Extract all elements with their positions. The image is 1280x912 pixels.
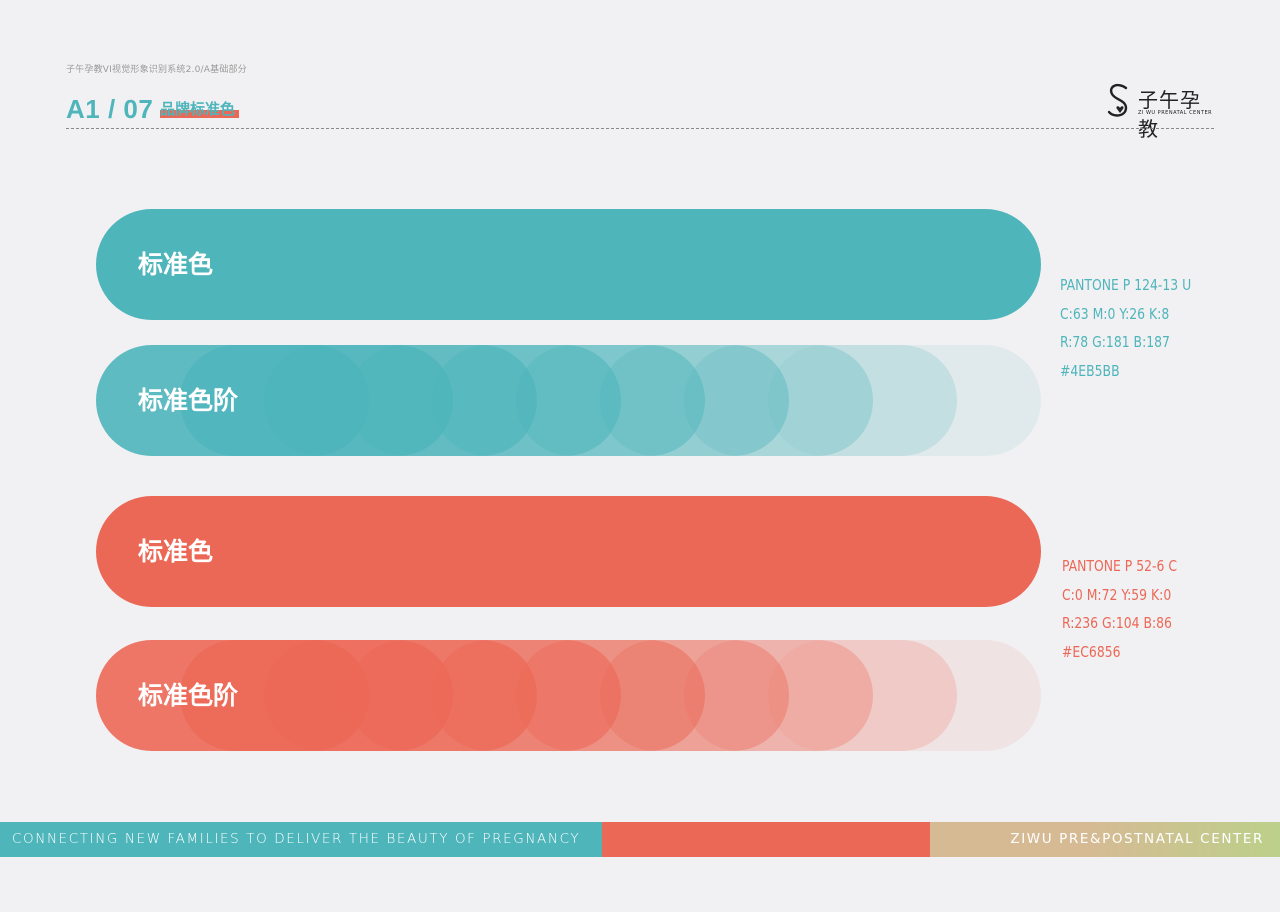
teal-standard-swatch: 标准色: [96, 209, 1041, 320]
footer-band: CONNECTING NEW FAMILIES TO DELIVER THE B…: [0, 822, 1280, 857]
coral-hex: #EC6856: [1062, 642, 1121, 661]
footer-center-name: ZIWU PRE&POSTNATAL CENTER: [1010, 831, 1264, 847]
teal-tint-step-2: [684, 345, 957, 456]
teal-tint-step-1: [768, 345, 1041, 456]
coral-tint-step-9: [96, 640, 369, 751]
coral-tint-step-2: [684, 640, 957, 751]
brand-logo: 子午孕教 ZI WU PRENATAL CENTER: [1104, 82, 1219, 141]
teal-standard-label: 标准色: [138, 250, 214, 279]
teal-color-spec: PANTONE P 124-13 U C:63 M:0 Y:26 K:8 R:7…: [1060, 271, 1203, 385]
coral-pantone: PANTONE P 52-6 C: [1062, 557, 1178, 575]
logo-subtitle: ZI WU PRENATAL CENTER: [1138, 110, 1213, 116]
logo-mark-icon: [1107, 83, 1128, 117]
teal-tint-step-9: [96, 345, 369, 456]
footer-coral-segment: [602, 822, 930, 857]
teal-gradient-label: 标准色阶: [138, 386, 239, 415]
breadcrumb: 子午孕教VI视觉形象识别系统2.0/A基础部分: [66, 65, 247, 75]
coral-gradient-swatch: 标准色阶: [96, 640, 1041, 751]
teal-gradient-swatch: 标准色阶: [96, 345, 1041, 456]
section-title-text: 品牌标准色: [160, 100, 236, 118]
logo-name: 子午孕教: [1138, 88, 1201, 141]
coral-standard-label: 标准色: [138, 537, 214, 566]
teal-cmyk: C:63 M:0 Y:26 K:8: [1060, 304, 1170, 323]
coral-standard-swatch: 标准色: [96, 496, 1041, 607]
page-code: A1 / 07: [66, 94, 154, 124]
coral-rgb: R:236 G:104 B:86: [1062, 614, 1172, 632]
footer-tagline: CONNECTING NEW FAMILIES TO DELIVER THE B…: [12, 831, 581, 847]
footer-teal-segment: CONNECTING NEW FAMILIES TO DELIVER THE B…: [0, 822, 602, 857]
coral-cmyk: C:0 M:72 Y:59 K:0: [1062, 585, 1172, 604]
header-divider: [66, 128, 1214, 129]
coral-gradient-label: 标准色阶: [138, 681, 239, 710]
coral-color-spec: PANTONE P 52-6 C C:0 M:72 Y:59 K:0 R:236…: [1062, 552, 1187, 666]
section-title: 品牌标准色: [160, 100, 240, 118]
footer-gradient-segment: ZIWU PRE&POSTNATAL CENTER: [930, 822, 1280, 857]
teal-hex: #4EB5BB: [1060, 361, 1120, 380]
teal-pantone: PANTONE P 124-13 U: [1060, 276, 1192, 294]
coral-tint-step-1: [768, 640, 1041, 751]
teal-rgb: R:78 G:181 B:187: [1060, 333, 1170, 351]
